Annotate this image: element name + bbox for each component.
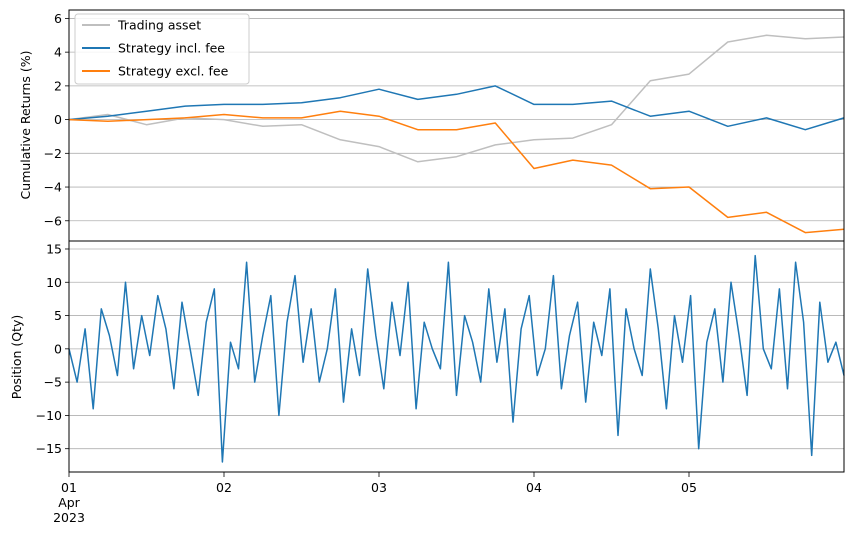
returns-ytick-label: −6: [44, 213, 62, 228]
position-ytick-label: −5: [44, 375, 62, 390]
legend-label-trading-asset: Trading asset: [117, 18, 201, 33]
returns-series-line-2: [68, 110, 845, 234]
returns-yticks: −6 −4 −2 0 2 4 6: [44, 11, 69, 228]
returns-ylabel: Cumulative Returns (%): [18, 51, 33, 200]
position-xtick-label: 02: [216, 480, 232, 495]
position-xtick-month: Apr: [58, 495, 80, 510]
legend-box: [74, 13, 250, 85]
position-xtick-label: 04: [526, 480, 542, 495]
returns-ytick-label: 0: [54, 112, 62, 127]
legend-label-strategy-excl-fee: Strategy excl. fee: [118, 64, 229, 79]
position-ytick-label: 5: [54, 308, 62, 323]
returns-ytick-label: −2: [44, 146, 62, 161]
legend: Trading asset Strategy incl. fee Strateg…: [74, 13, 250, 85]
returns-ytick-label: 2: [54, 78, 62, 93]
position-ytick-label: −10: [36, 408, 62, 423]
position-ytick-label: −15: [36, 441, 62, 456]
position-xtick-label: 03: [371, 480, 387, 495]
position-ytick-label: 15: [46, 241, 62, 256]
position-ylabel: Position (Qty): [9, 315, 24, 400]
returns-panel: −6 −4 −2 0 2 4 6 Cumulative Returns (%) Tradin…: [18, 9, 845, 242]
position-series: [68, 254, 845, 463]
returns-ytick-label: 6: [54, 11, 62, 26]
position-axes-frame: [68, 240, 845, 473]
position-xtick-label: 01: [61, 480, 77, 495]
position-ytick-label: 10: [46, 275, 62, 290]
position-xtick-label: 05: [681, 480, 697, 495]
returns-ytick-label: 4: [54, 45, 62, 60]
returns-series-line-0: [68, 34, 845, 163]
returns-ytick-label: −4: [44, 180, 62, 195]
position-ytick-label: 0: [54, 341, 62, 356]
position-series-line-0: [68, 254, 845, 463]
position-yticks: −15 −10 −5 0 5 10 15: [36, 241, 69, 456]
position-xtick-year: 2023: [53, 510, 85, 525]
legend-label-strategy-incl-fee: Strategy incl. fee: [118, 41, 225, 56]
returns-series: [68, 34, 845, 234]
returns-series-line-1: [68, 85, 845, 131]
